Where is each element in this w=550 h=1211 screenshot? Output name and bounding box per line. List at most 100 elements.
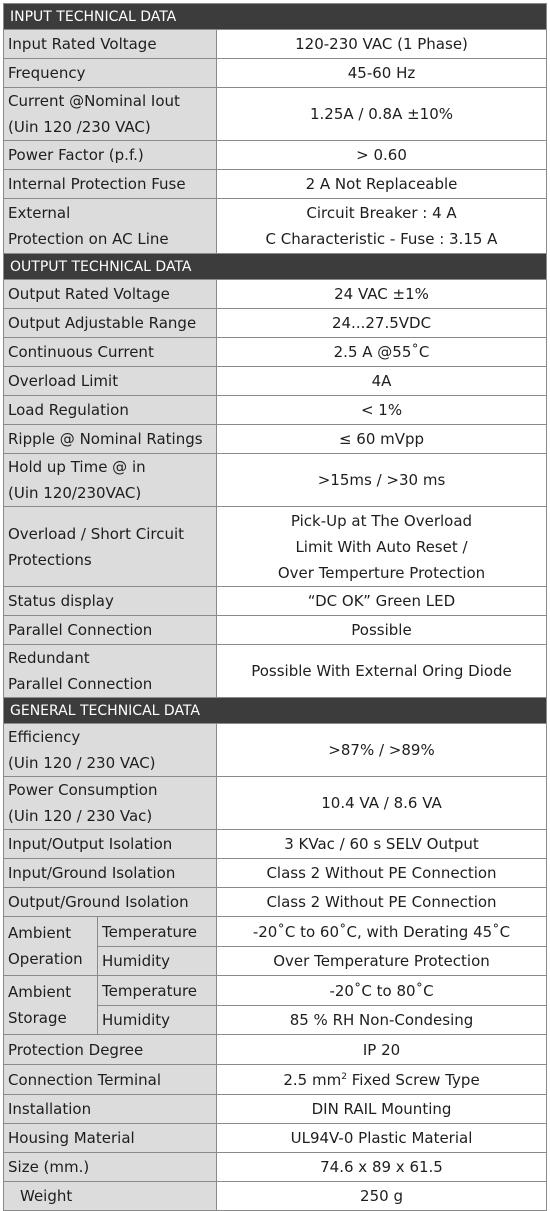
spec-label: Efficiency (Uin 120 / 230 VAC) bbox=[3, 723, 217, 777]
spec-group-label: Ambient Operation bbox=[3, 916, 98, 976]
spec-label: Redundant Parallel Connection bbox=[3, 644, 217, 698]
spec-label: Input Rated Voltage bbox=[3, 29, 217, 59]
spec-value: Over Temperature Protection bbox=[215, 946, 548, 976]
spec-row: Efficiency (Uin 120 / 230 VAC) >87% / >8… bbox=[3, 723, 548, 777]
spec-value: 10.4 VA / 8.6 VA bbox=[215, 776, 548, 830]
spec-value: 1.25A / 0.8A ±10% bbox=[215, 87, 548, 141]
spec-row: Output/Ground Isolation Class 2 Without … bbox=[3, 887, 548, 917]
spec-label: Output/Ground Isolation bbox=[3, 887, 217, 917]
spec-value: 45-60 Hz bbox=[215, 58, 548, 88]
spec-label-line: (Uin 120 /230 VAC) bbox=[8, 118, 151, 136]
spec-sub-label: Humidity bbox=[97, 946, 217, 976]
spec-label: Input/Ground Isolation bbox=[3, 858, 217, 888]
spec-row: Output Rated Voltage 24 VAC ±1% bbox=[3, 279, 548, 309]
spec-row: Ambient Storage Temperature -20˚C to 80˚… bbox=[3, 975, 548, 1035]
spec-row: Input/Ground Isolation Class 2 Without P… bbox=[3, 858, 548, 888]
spec-sub-label: Humidity bbox=[97, 1005, 217, 1035]
spec-label: Size (mm.) bbox=[3, 1152, 217, 1182]
spec-value: ≤ 60 mVpp bbox=[215, 424, 548, 454]
spec-value: Possible With External Oring Diode bbox=[215, 644, 548, 698]
spec-label: Hold up Time @ in (Uin 120/230VAC) bbox=[3, 453, 217, 507]
spec-label-line: Hold up Time @ in bbox=[8, 458, 146, 476]
spec-label-line: Ambient bbox=[8, 924, 72, 942]
spec-label: Installation bbox=[3, 1094, 217, 1124]
spec-label: Ripple @ Nominal Ratings bbox=[3, 424, 217, 454]
spec-value-line: Circuit Breaker : 4 A bbox=[306, 204, 457, 222]
spec-value: 3 KVac / 60 s SELV Output bbox=[215, 829, 548, 859]
spec-row: Redundant Parallel Connection Possible W… bbox=[3, 644, 548, 698]
spec-row: Continuous Current 2.5 A @55˚C bbox=[3, 337, 548, 367]
spec-row: Hold up Time @ in (Uin 120/230VAC) >15ms… bbox=[3, 453, 548, 507]
spec-row: Ripple @ Nominal Ratings ≤ 60 mVpp bbox=[3, 424, 548, 454]
spec-value-line: C Characteristic - Fuse : 3.15 A bbox=[265, 230, 498, 248]
spec-label-line: Storage bbox=[8, 1009, 67, 1027]
spec-value: IP 20 bbox=[215, 1034, 548, 1065]
spec-row: Overload / Short Circuit Protections Pic… bbox=[3, 506, 548, 587]
spec-group-label: Ambient Storage bbox=[3, 975, 98, 1035]
spec-label-line: (Uin 120 / 230 Vac) bbox=[8, 807, 153, 825]
section-title: GENERAL TECHNICAL DATA bbox=[2, 697, 548, 724]
spec-value: Circuit Breaker : 4 A C Characteristic -… bbox=[215, 198, 548, 254]
section-title: INPUT TECHNICAL DATA bbox=[2, 3, 548, 30]
spec-row: Humidity Over Temperature Protection bbox=[4, 946, 548, 976]
spec-label-line: Protection on AC Line bbox=[8, 230, 169, 248]
technical-data-sheet: INPUT TECHNICAL DATA Input Rated Voltage… bbox=[2, 3, 548, 1211]
spec-row: Weight 250 g bbox=[3, 1181, 548, 1211]
spec-row: Input Rated Voltage 120-230 VAC (1 Phase… bbox=[3, 29, 548, 59]
spec-value: Class 2 Without PE Connection bbox=[215, 858, 548, 888]
spec-label-line: Power Consumption bbox=[8, 781, 158, 799]
spec-label: External Protection on AC Line bbox=[3, 198, 217, 254]
spec-sub-label: Temperature bbox=[97, 916, 217, 947]
spec-label: Connection Terminal bbox=[3, 1064, 217, 1095]
spec-row: Power Factor (p.f.) > 0.60 bbox=[3, 140, 548, 170]
spec-row: Input/Output Isolation 3 KVac / 60 s SEL… bbox=[3, 829, 548, 859]
spec-value: 2 A Not Replaceable bbox=[215, 169, 548, 199]
spec-row: Connection Terminal 2.5 mm2 Fixed Screw … bbox=[3, 1064, 548, 1095]
spec-value: -20˚C to 60˚C, with Derating 45˚C bbox=[215, 916, 548, 947]
spec-value-part: Fixed Screw Type bbox=[346, 1070, 480, 1089]
spec-value: Possible bbox=[215, 615, 548, 645]
spec-value: 250 g bbox=[215, 1181, 548, 1211]
spec-label-line: Efficiency bbox=[8, 728, 81, 746]
spec-sub-label: Temperature bbox=[97, 975, 217, 1006]
spec-value-line: Limit With Auto Reset / bbox=[295, 537, 468, 556]
spec-label-line: Overload / Short Circuit bbox=[8, 524, 185, 543]
spec-label: Overload / Short Circuit Protections bbox=[3, 506, 217, 587]
spec-value-line: Pick-Up at The Overload bbox=[290, 511, 473, 530]
spec-table: INPUT TECHNICAL DATA Input Rated Voltage… bbox=[2, 3, 548, 1211]
spec-value: “DC OK” Green LED bbox=[215, 586, 548, 616]
spec-value: >87% / >89% bbox=[215, 723, 548, 777]
spec-value: 2.5 A @55˚C bbox=[215, 337, 548, 367]
spec-row: Overload Limit 4A bbox=[3, 366, 548, 396]
spec-row: Power Consumption (Uin 120 / 230 Vac) 10… bbox=[3, 776, 548, 830]
spec-label-line: Protections bbox=[8, 550, 92, 569]
spec-label-line: (Uin 120 / 230 VAC) bbox=[8, 754, 156, 772]
spec-row: Size (mm.) 74.6 x 89 x 61.5 bbox=[3, 1152, 548, 1182]
superscript: 2 bbox=[341, 1071, 347, 1082]
spec-row: Frequency 45-60 Hz bbox=[3, 58, 548, 88]
spec-row: Load Regulation < 1% bbox=[3, 395, 548, 425]
spec-row: Status display “DC OK” Green LED bbox=[3, 586, 548, 616]
spec-value-part: 2.5 mm bbox=[283, 1070, 342, 1089]
spec-row: Current @Nominal Iout (Uin 120 /230 VAC)… bbox=[3, 87, 548, 141]
section-header-input: INPUT TECHNICAL DATA bbox=[2, 3, 548, 30]
spec-row: Installation DIN RAIL Mounting bbox=[3, 1094, 548, 1124]
spec-label-line: Operation bbox=[8, 950, 83, 968]
spec-label: Power Factor (p.f.) bbox=[3, 140, 217, 170]
spec-label: Parallel Connection bbox=[3, 615, 217, 645]
spec-label: Overload Limit bbox=[3, 366, 217, 396]
section-header-general: GENERAL TECHNICAL DATA bbox=[2, 697, 548, 724]
spec-row: Output Adjustable Range 24...27.5VDC bbox=[3, 308, 548, 338]
spec-value: -20˚C to 80˚C bbox=[215, 975, 548, 1006]
spec-row: Internal Protection Fuse 2 A Not Replace… bbox=[3, 169, 548, 199]
spec-label: Load Regulation bbox=[3, 395, 217, 425]
spec-label: Power Consumption (Uin 120 / 230 Vac) bbox=[3, 776, 217, 830]
spec-value: 120-230 VAC (1 Phase) bbox=[215, 29, 548, 59]
spec-label-line: External bbox=[8, 204, 71, 222]
spec-value: >15ms / >30 ms bbox=[215, 453, 548, 507]
spec-row: Protection Degree IP 20 bbox=[3, 1034, 548, 1065]
spec-label-line: Ambient bbox=[8, 983, 72, 1001]
spec-row: Humidity 85 % RH Non-Condesing bbox=[4, 1005, 548, 1035]
spec-label: Weight bbox=[3, 1181, 217, 1211]
spec-value-line: Over Temperture Protection bbox=[277, 563, 486, 582]
